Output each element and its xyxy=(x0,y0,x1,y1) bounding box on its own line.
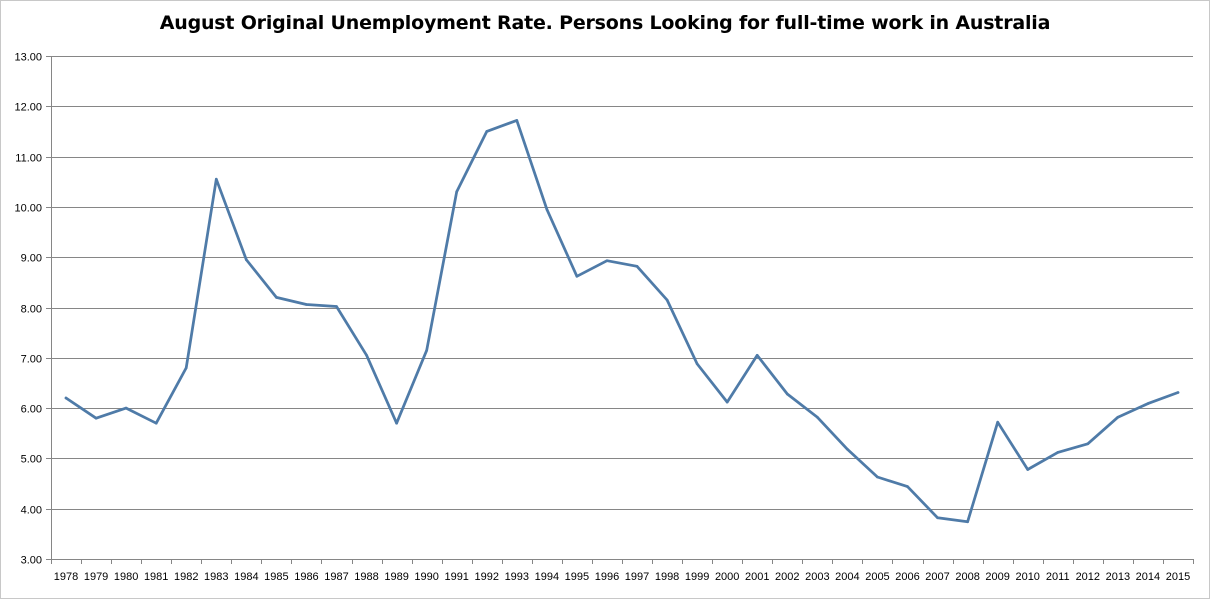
x-tick-label: 1978 xyxy=(54,571,78,583)
data-point xyxy=(245,258,248,262)
x-tick-label: 1982 xyxy=(174,571,198,583)
x-tick-label: 2009 xyxy=(985,571,1009,583)
x-tick-label: 1993 xyxy=(505,571,529,583)
data-point xyxy=(515,119,519,122)
data-point xyxy=(1176,391,1180,394)
x-tick-label: 1999 xyxy=(685,571,709,583)
x-tick-label: 1987 xyxy=(324,571,348,583)
y-tick-label: 3.00 xyxy=(21,555,42,567)
x-tick-label: 1989 xyxy=(384,571,408,583)
data-point xyxy=(936,516,939,520)
x-tick-label: 2000 xyxy=(715,571,739,583)
data-point xyxy=(996,420,999,424)
data-point xyxy=(966,520,969,524)
data-point xyxy=(816,415,819,419)
data-point xyxy=(94,416,98,420)
y-tick-label: 6.00 xyxy=(21,404,42,416)
data-point xyxy=(786,392,789,396)
y-tick-label: 11.00 xyxy=(15,153,42,165)
y-tick-label: 9.00 xyxy=(21,253,42,265)
x-tick-label: 2013 xyxy=(1106,571,1130,583)
x-tick-label: 1981 xyxy=(144,571,168,583)
data-point xyxy=(635,265,639,268)
x-tick-label: 2015 xyxy=(1166,571,1190,583)
x-tick-label: 2014 xyxy=(1136,571,1160,583)
axes xyxy=(46,56,1194,564)
x-tick-label: 2011 xyxy=(1046,571,1070,583)
x-tick-label: 2012 xyxy=(1076,571,1100,583)
y-tick-label: 5.00 xyxy=(21,454,42,466)
x-tick-label: 1996 xyxy=(595,571,619,583)
y-axis-tick-labels: 3.00 4.00 5.00 6.00 7.00 8.00 9.00 10.00 11.00 12… xyxy=(14,52,42,567)
data-point xyxy=(1116,415,1120,419)
data-point xyxy=(725,400,729,404)
y-tick-label: 12.00 xyxy=(14,102,42,114)
x-tick-label: 1997 xyxy=(625,571,649,583)
data-point xyxy=(305,303,308,306)
chart-title: August Original Unemployment Rate. Perso… xyxy=(159,12,1051,34)
data-point xyxy=(545,208,549,211)
series-layer xyxy=(64,119,1180,524)
x-axis-tick-labels: 1978 1979 1980 1981 1982 1983 1984 1985 1986 1987… xyxy=(54,571,1190,583)
data-point xyxy=(275,296,278,299)
data-point xyxy=(755,354,759,357)
x-tick-label: 2007 xyxy=(925,571,949,583)
data-point xyxy=(1026,468,1029,471)
data-point xyxy=(425,349,429,352)
data-point xyxy=(485,130,489,133)
x-tick-label: 1992 xyxy=(475,571,499,583)
x-tick-label: 2010 xyxy=(1015,571,1039,583)
y-tick-label: 8.00 xyxy=(21,304,42,316)
data-point xyxy=(1086,442,1090,446)
data-point xyxy=(215,177,218,181)
data-point xyxy=(575,275,579,278)
x-tick-label: 2006 xyxy=(895,571,919,583)
x-tick-label: 2002 xyxy=(775,571,799,583)
y-tick-label: 10.00 xyxy=(14,203,42,215)
data-point xyxy=(154,421,158,425)
gridlines xyxy=(51,56,1193,510)
data-point xyxy=(695,362,699,366)
data-point xyxy=(335,305,338,308)
x-tick-label: 1990 xyxy=(414,571,438,583)
x-tick-label: 1979 xyxy=(84,571,108,583)
data-point xyxy=(395,421,398,425)
x-tick-label: 1988 xyxy=(354,571,378,583)
data-point xyxy=(64,396,68,400)
x-tick-label: 1991 xyxy=(444,571,468,583)
series-line xyxy=(64,119,1180,524)
x-tick-label: 1984 xyxy=(234,571,258,583)
data-point xyxy=(665,298,669,302)
x-tick-label: 2003 xyxy=(805,571,829,583)
data-point xyxy=(876,475,879,479)
x-tick-label: 1980 xyxy=(114,571,138,583)
data-point xyxy=(1056,451,1060,454)
y-tick-label: 4.00 xyxy=(21,505,42,517)
x-tick-label: 2004 xyxy=(835,571,859,583)
x-tick-label: 1994 xyxy=(535,571,559,583)
y-tick-label: 7.00 xyxy=(21,354,42,366)
data-point xyxy=(455,190,459,194)
x-tick-label: 1998 xyxy=(655,571,679,583)
data-point xyxy=(184,366,188,370)
y-tick-label: 13.00 xyxy=(14,52,42,64)
x-tick-label: 1985 xyxy=(264,571,288,583)
x-tick-label: 1983 xyxy=(204,571,228,583)
x-tick-label: 2005 xyxy=(865,571,889,583)
data-point xyxy=(846,448,849,451)
data-point xyxy=(124,406,128,410)
data-point xyxy=(1146,402,1150,405)
x-tick-label: 1986 xyxy=(294,571,318,583)
x-tick-label: 2008 xyxy=(955,571,979,583)
data-point xyxy=(906,485,909,488)
x-tick-label: 1995 xyxy=(565,571,589,583)
x-tick-label: 2001 xyxy=(745,571,769,583)
data-point xyxy=(365,354,368,357)
data-point xyxy=(605,259,609,263)
